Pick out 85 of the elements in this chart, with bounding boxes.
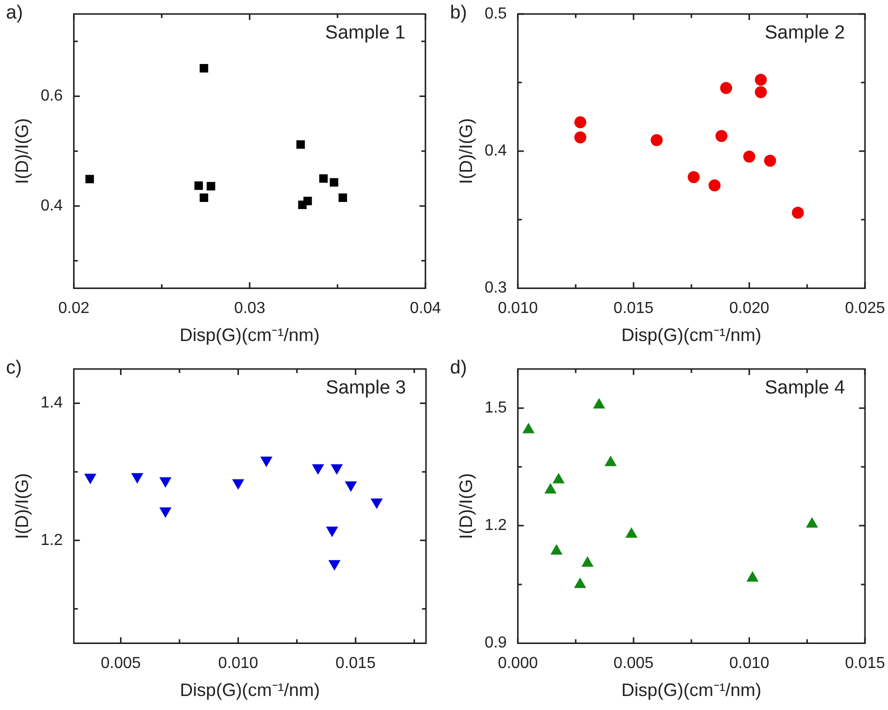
point [85, 174, 94, 184]
y-tick-label: 0.9 [484, 634, 507, 652]
point [593, 398, 606, 409]
y-tick-label: 0.5 [484, 5, 507, 22]
point [330, 178, 338, 187]
point [296, 140, 305, 149]
point [344, 481, 357, 492]
point [720, 82, 732, 94]
point [338, 193, 348, 202]
x-tick-label: 0.025 [844, 300, 886, 318]
point [550, 544, 563, 555]
y-tick-label: 0.4 [40, 197, 63, 214]
y-tick-label: 1.4 [40, 394, 63, 412]
y-tick-label: 1.2 [484, 517, 507, 534]
y-tick-label: 1.5 [484, 400, 507, 417]
point [688, 171, 700, 184]
point [708, 179, 721, 192]
x-tick-label: 0.015 [844, 655, 886, 672]
x-tick-label: 0.020 [729, 300, 770, 318]
point [319, 174, 328, 183]
x-tick-label: 0.000 [498, 655, 538, 672]
point [754, 86, 767, 98]
point [328, 560, 340, 571]
x-tick-label: 0.03 [234, 300, 266, 318]
point [370, 498, 383, 509]
point [754, 74, 767, 86]
point [581, 556, 594, 567]
point [625, 527, 638, 538]
point [84, 474, 96, 484]
x-tick-label: 0.010 [218, 655, 258, 672]
y-axis-title: I(D)/I(G) [456, 473, 476, 540]
point [552, 472, 565, 484]
point [159, 477, 172, 488]
x-tick-label: 0.015 [614, 300, 654, 318]
point [544, 483, 557, 494]
y-axis-title: I(D)/I(G) [12, 473, 32, 540]
y-tick-label: 0.6 [40, 88, 63, 105]
point [604, 456, 617, 466]
x-tick-label: 0.010 [498, 300, 538, 318]
y-tick-label: 0.3 [484, 280, 507, 297]
y-axis-title: I(D)/I(G) [12, 118, 32, 184]
x-axis-title: Disp(G)(cm⁻¹/nm) [180, 680, 320, 700]
x-tick-label: 0.005 [100, 655, 141, 672]
point [312, 464, 324, 475]
x-tick-label: 0.02 [58, 300, 90, 318]
point [650, 134, 663, 146]
point [200, 64, 208, 73]
point [159, 507, 172, 518]
point [330, 464, 343, 475]
text: Sample 4 [764, 378, 846, 399]
text: a) [6, 2, 23, 24]
text: c) [6, 358, 22, 379]
y-axis-title: I(D)/I(G) [456, 118, 476, 184]
x-axis-title: Disp(G)(cm⁻¹/nm) [621, 325, 762, 346]
point [303, 196, 312, 206]
point [746, 571, 759, 582]
point [715, 130, 728, 142]
x-tick-label: 0.005 [614, 655, 654, 672]
point [200, 193, 208, 202]
x-axis-title: Disp(G)(cm⁻¹/nm) [180, 325, 320, 346]
text: Sample 3 [326, 378, 406, 399]
y-tick-label: 1.2 [40, 532, 63, 549]
text: b) [450, 2, 467, 24]
point [232, 479, 244, 490]
text: Sample 1 [325, 22, 406, 44]
point [806, 517, 818, 528]
point [792, 206, 804, 219]
x-axis-title: Disp(G)(cm⁻¹/nm) [621, 680, 762, 700]
point [326, 526, 338, 538]
point [574, 116, 586, 128]
text: d) [450, 358, 467, 379]
point [260, 456, 272, 468]
y-tick-label: 0.4 [484, 142, 507, 160]
x-tick-label: 0.010 [729, 655, 770, 672]
point [743, 150, 756, 163]
point [574, 577, 586, 588]
text: Sample 2 [764, 22, 845, 44]
point [764, 154, 776, 167]
x-tick-label: 0.015 [336, 655, 376, 672]
point [522, 422, 535, 434]
x-tick-label: 0.04 [410, 300, 442, 318]
point [574, 131, 586, 144]
point [194, 181, 203, 190]
point [206, 182, 216, 190]
point [131, 473, 144, 484]
